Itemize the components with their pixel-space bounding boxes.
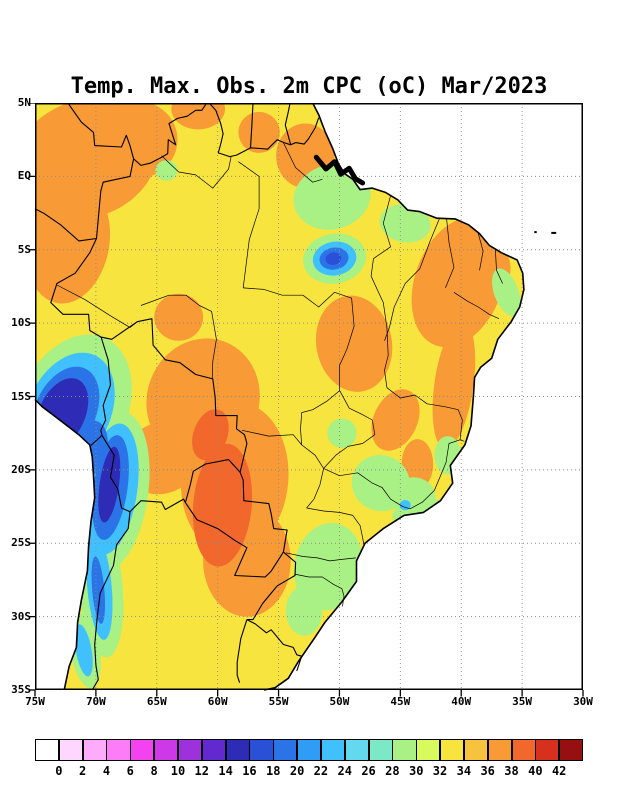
colorbar-tick-label: 22	[313, 764, 329, 778]
colorbar-segment	[249, 739, 274, 761]
colorbar-segment	[177, 739, 203, 761]
grid-lines	[35, 103, 583, 690]
axis-ticks	[28, 103, 584, 697]
lon-tick-label: 75W	[25, 695, 45, 708]
lon-tick-label: 40W	[451, 695, 472, 708]
colorbar-tick-labels: 0 2 4 6 8 10 12 14 16 18 20 22 24 26 28 30 32 34 36 38 40 42	[35, 764, 583, 780]
lat-tick-label: 5N	[17, 96, 31, 109]
lon-tick-label: 65W	[146, 695, 167, 708]
colorbar-tick-label: 26	[361, 764, 376, 778]
colorbar-tick-label: 4	[102, 764, 111, 778]
colorbar-segment	[440, 739, 465, 761]
colorbar-tick-label: 18	[266, 764, 281, 778]
colorbar-segment	[225, 739, 250, 761]
colorbar-segment	[511, 739, 536, 761]
country-borders	[34, 103, 320, 691]
colorbar-tick-label: 8	[150, 764, 158, 778]
colorbar-segment	[106, 739, 131, 761]
colorbar-tick-label: 24	[337, 764, 352, 778]
coastline	[34, 103, 525, 691]
colorbar-segment	[35, 739, 60, 761]
colorbar-segment	[535, 739, 560, 761]
colorbar-segment	[559, 739, 584, 761]
colorbar-tick-label: 32	[432, 764, 448, 778]
colorbar-segment	[201, 739, 226, 761]
colorbar-segment	[82, 739, 107, 761]
lon-tick-label: 35W	[512, 695, 533, 708]
colorbar-tick-label: 6	[126, 764, 134, 778]
lat-tick-label: 20S	[11, 462, 31, 476]
colorbar-tick-label: 2	[79, 764, 87, 778]
lat-tick-label: EQ	[17, 169, 31, 183]
colorbar-tick-label: 36	[480, 764, 495, 778]
colorbar	[35, 739, 584, 761]
lat-tick-label: 10S	[11, 316, 31, 330]
colorbar-segment	[368, 739, 393, 761]
colorbar-tick-label: 20	[289, 764, 305, 778]
colorbar-segment	[130, 739, 155, 761]
colorbar-tick-label: 38	[504, 764, 519, 778]
colorbar-segment	[58, 739, 83, 761]
colorbar-segment	[487, 739, 512, 761]
colorbar-tick-label: 0	[55, 764, 63, 778]
lat-tick-label: 30S	[11, 609, 31, 623]
lon-tick-label: 30W	[573, 695, 593, 708]
lon-tick-label: 70W	[85, 695, 106, 708]
colorbar-segment	[297, 739, 322, 761]
state-borders	[56, 142, 503, 607]
colorbar-segment	[320, 739, 346, 761]
colorbar-segment	[273, 739, 298, 761]
plot-title: Temp. Max. Obs. 2m CPC (oC) Mar/2023	[70, 74, 548, 99]
colorbar-segment	[463, 739, 488, 761]
lon-tick-label: 45W	[390, 695, 411, 708]
colorbar-tick-label: 16	[242, 764, 257, 778]
colorbar-tick-label: 12	[194, 764, 210, 778]
lat-tick-label: 5S	[17, 242, 31, 256]
colorbar-tick-label: 42	[551, 764, 567, 778]
lon-tick-label: 50W	[329, 695, 350, 708]
colorbar-tick-label: 10	[170, 764, 186, 778]
colorbar-tick-label: 14	[218, 764, 233, 778]
colorbar-tick-label: 28	[385, 764, 400, 778]
lat-tick-label: 25S	[11, 536, 31, 550]
colorbar-segment	[392, 739, 417, 761]
colorbar-tick-label: 34	[456, 764, 472, 778]
lon-tick-label: 55W	[268, 695, 289, 708]
map-frame	[35, 103, 583, 690]
colorbar-tick-label: 30	[408, 764, 424, 778]
colorbar-segment	[344, 739, 369, 761]
lon-tick-label: 60W	[207, 695, 228, 708]
temperature-map	[28, 103, 584, 697]
lat-tick-label: 35S	[11, 683, 31, 696]
islands	[534, 231, 557, 234]
lat-tick-label: 15S	[11, 389, 31, 403]
colorbar-segment	[154, 739, 179, 761]
colorbar-tick-label: 40	[528, 764, 543, 778]
colorbar-segment	[416, 739, 441, 761]
amazon-delta	[313, 154, 366, 186]
